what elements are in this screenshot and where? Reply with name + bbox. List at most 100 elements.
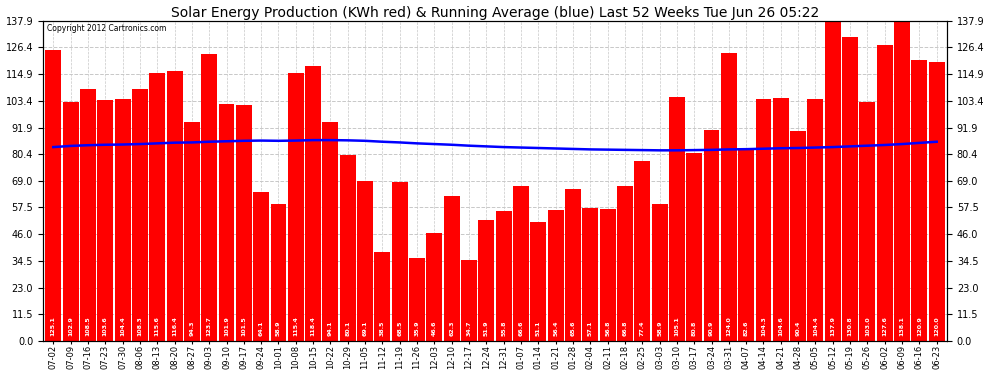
Text: 104.6: 104.6: [778, 316, 783, 336]
Bar: [686, 153, 702, 341]
Bar: [739, 149, 754, 341]
Text: 105.1: 105.1: [674, 316, 679, 336]
Bar: [97, 100, 113, 341]
Bar: [253, 192, 269, 341]
Text: 103.0: 103.0: [865, 317, 870, 336]
Bar: [340, 155, 355, 341]
Text: 127.6: 127.6: [882, 316, 887, 336]
Text: 56.4: 56.4: [553, 321, 558, 336]
Bar: [201, 54, 217, 341]
Bar: [374, 252, 390, 341]
Bar: [496, 211, 512, 341]
Text: 34.7: 34.7: [466, 321, 471, 336]
Text: 94.3: 94.3: [189, 321, 194, 336]
Bar: [912, 60, 928, 341]
Bar: [790, 131, 806, 341]
Bar: [270, 204, 286, 341]
Text: Copyright 2012 Cartronics.com: Copyright 2012 Cartronics.com: [48, 24, 166, 33]
Bar: [635, 161, 650, 341]
Text: 64.1: 64.1: [258, 321, 263, 336]
Text: 77.4: 77.4: [640, 321, 644, 336]
Bar: [582, 209, 598, 341]
Bar: [929, 62, 944, 341]
Bar: [651, 204, 667, 341]
Text: 123.7: 123.7: [207, 316, 212, 336]
Bar: [617, 186, 633, 341]
Text: 124.0: 124.0: [727, 316, 732, 336]
Text: 66.6: 66.6: [519, 321, 524, 336]
Text: 104.3: 104.3: [761, 316, 766, 336]
Bar: [773, 98, 789, 341]
Bar: [531, 222, 546, 341]
Text: 68.5: 68.5: [397, 321, 402, 336]
Text: 66.8: 66.8: [623, 321, 628, 336]
Text: 130.8: 130.8: [847, 316, 852, 336]
Bar: [565, 189, 581, 341]
Text: 125.1: 125.1: [50, 316, 55, 336]
Bar: [894, 20, 910, 341]
Bar: [236, 105, 251, 341]
Text: 115.4: 115.4: [293, 316, 298, 336]
Text: 108.3: 108.3: [138, 316, 143, 336]
Text: 90.9: 90.9: [709, 321, 714, 336]
Text: 104.4: 104.4: [813, 316, 818, 336]
Bar: [704, 130, 720, 341]
Text: 116.4: 116.4: [172, 316, 177, 336]
Bar: [825, 21, 841, 341]
Text: 101.9: 101.9: [224, 316, 229, 336]
Text: 58.9: 58.9: [276, 321, 281, 336]
Text: 90.4: 90.4: [796, 321, 801, 336]
Text: 55.8: 55.8: [501, 321, 506, 336]
Text: 115.6: 115.6: [154, 316, 159, 336]
Bar: [877, 45, 893, 341]
Bar: [132, 90, 148, 341]
Bar: [808, 99, 824, 341]
Bar: [513, 186, 529, 341]
Bar: [323, 123, 339, 341]
Text: 118.4: 118.4: [311, 316, 316, 336]
Text: 82.6: 82.6: [743, 321, 748, 336]
Bar: [547, 210, 563, 341]
Bar: [357, 180, 373, 341]
Bar: [444, 196, 459, 341]
Bar: [219, 104, 235, 341]
Bar: [461, 260, 477, 341]
Text: 120.9: 120.9: [917, 316, 922, 336]
Text: 38.5: 38.5: [380, 321, 385, 336]
Bar: [409, 258, 425, 341]
Bar: [62, 102, 78, 341]
Text: 51.1: 51.1: [536, 321, 541, 336]
Bar: [842, 37, 858, 341]
Text: 57.1: 57.1: [588, 321, 593, 336]
Text: 35.9: 35.9: [415, 321, 420, 336]
Text: 137.9: 137.9: [831, 316, 836, 336]
Bar: [427, 233, 443, 341]
Text: 69.1: 69.1: [362, 321, 367, 336]
Text: 51.9: 51.9: [484, 321, 489, 336]
Bar: [721, 53, 737, 341]
Bar: [755, 99, 771, 341]
Bar: [600, 209, 616, 341]
Text: 103.6: 103.6: [103, 316, 108, 336]
Bar: [288, 73, 304, 341]
Text: 80.1: 80.1: [346, 321, 350, 336]
Text: 65.6: 65.6: [570, 321, 575, 336]
Bar: [392, 182, 408, 341]
Bar: [80, 89, 96, 341]
Text: 102.9: 102.9: [68, 316, 73, 336]
Text: 46.6: 46.6: [432, 321, 437, 336]
Text: 62.3: 62.3: [449, 321, 454, 336]
Text: 80.8: 80.8: [692, 321, 697, 336]
Bar: [149, 72, 165, 341]
Bar: [305, 66, 321, 341]
Text: 56.8: 56.8: [605, 321, 610, 336]
Text: 138.1: 138.1: [900, 316, 905, 336]
Text: 120.0: 120.0: [935, 317, 940, 336]
Title: Solar Energy Production (KWh red) & Running Average (blue) Last 52 Weeks Tue Jun: Solar Energy Production (KWh red) & Runn…: [171, 6, 819, 20]
Text: 94.1: 94.1: [328, 321, 333, 336]
Bar: [184, 122, 200, 341]
Text: 58.9: 58.9: [657, 321, 662, 336]
Bar: [46, 51, 61, 341]
Text: 104.4: 104.4: [120, 316, 125, 336]
Bar: [669, 97, 685, 341]
